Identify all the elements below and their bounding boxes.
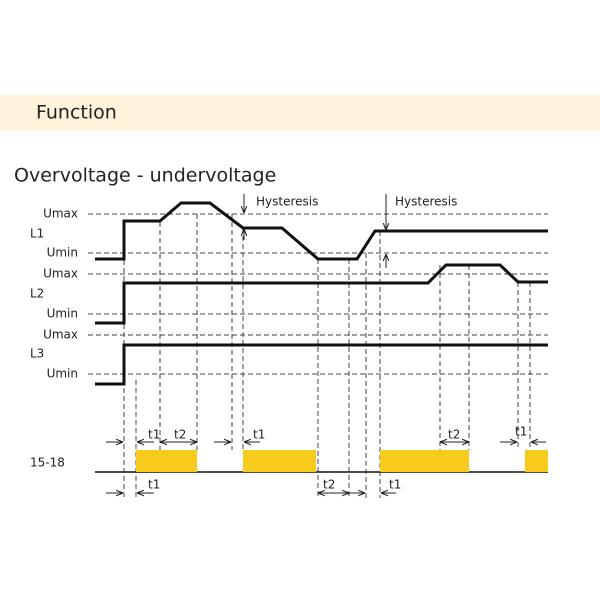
timing-arrows — [106, 442, 546, 493]
umin-label: Umin — [47, 367, 78, 381]
header-band — [0, 95, 600, 131]
output-pulses — [136, 450, 548, 472]
diagram-title: Overvoltage - undervoltage — [14, 165, 276, 187]
hysteresis-markers — [244, 194, 386, 268]
timing-label: t1 — [389, 478, 401, 492]
hysteresis-label: Hysteresis — [395, 195, 457, 209]
umax-label: Umax — [43, 207, 78, 221]
channel-label: L3 — [30, 347, 44, 361]
output-label: 15-18 — [30, 456, 65, 470]
timing-label: t1 — [515, 425, 527, 439]
umin-label: Umin — [47, 246, 78, 260]
l3-signal — [95, 343, 548, 386]
l2-signal — [95, 263, 548, 325]
header-title: Function — [36, 102, 117, 124]
timing-label: t2 — [448, 428, 460, 442]
umax-label: Umax — [43, 328, 78, 342]
channel-label: L2 — [30, 287, 44, 301]
hysteresis-label: Hysteresis — [256, 195, 318, 209]
timing-label: t2 — [174, 428, 186, 442]
umin-label: Umin — [47, 307, 78, 321]
l1-signal — [95, 201, 548, 261]
channel-label: L1 — [30, 227, 44, 241]
timing-label: t2 — [323, 478, 335, 492]
timing-label: t1 — [148, 478, 160, 492]
umax-label: Umax — [43, 267, 78, 281]
timing-label: t1 — [253, 428, 265, 442]
thresholds — [88, 213, 548, 375]
timing-label: t1 — [148, 428, 160, 442]
